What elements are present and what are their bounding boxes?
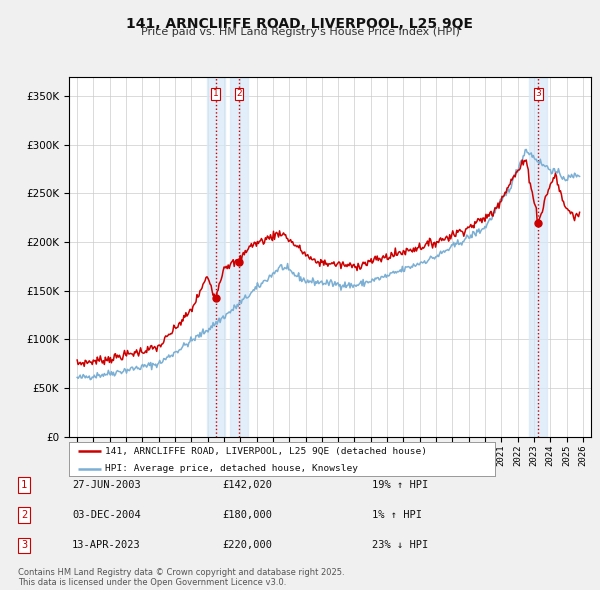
Text: 13-APR-2023: 13-APR-2023	[72, 540, 141, 550]
Text: Contains HM Land Registry data © Crown copyright and database right 2025.
This d: Contains HM Land Registry data © Crown c…	[18, 568, 344, 587]
Bar	[529, 77, 547, 437]
Text: 3: 3	[21, 540, 27, 550]
Text: 23% ↓ HPI: 23% ↓ HPI	[372, 540, 428, 550]
Text: £142,020: £142,020	[222, 480, 272, 490]
Text: HPI: Average price, detached house, Knowsley: HPI: Average price, detached house, Know…	[105, 464, 358, 473]
Text: 141, ARNCLIFFE ROAD, LIVERPOOL, L25 9QE: 141, ARNCLIFFE ROAD, LIVERPOOL, L25 9QE	[127, 17, 473, 31]
Text: 27-JUN-2003: 27-JUN-2003	[72, 480, 141, 490]
Bar	[230, 77, 248, 437]
Text: 141, ARNCLIFFE ROAD, LIVERPOOL, L25 9QE (detached house): 141, ARNCLIFFE ROAD, LIVERPOOL, L25 9QE …	[105, 447, 427, 456]
Text: 03-DEC-2004: 03-DEC-2004	[72, 510, 141, 520]
Text: 2: 2	[236, 90, 242, 99]
Text: 19% ↑ HPI: 19% ↑ HPI	[372, 480, 428, 490]
Text: £180,000: £180,000	[222, 510, 272, 520]
Text: £220,000: £220,000	[222, 540, 272, 550]
Text: 3: 3	[536, 90, 541, 99]
Text: 2: 2	[21, 510, 27, 520]
Text: 1% ↑ HPI: 1% ↑ HPI	[372, 510, 422, 520]
Text: 1: 1	[212, 90, 218, 99]
Text: 1: 1	[21, 480, 27, 490]
Text: Price paid vs. HM Land Registry's House Price Index (HPI): Price paid vs. HM Land Registry's House …	[140, 27, 460, 37]
Bar	[206, 77, 224, 437]
